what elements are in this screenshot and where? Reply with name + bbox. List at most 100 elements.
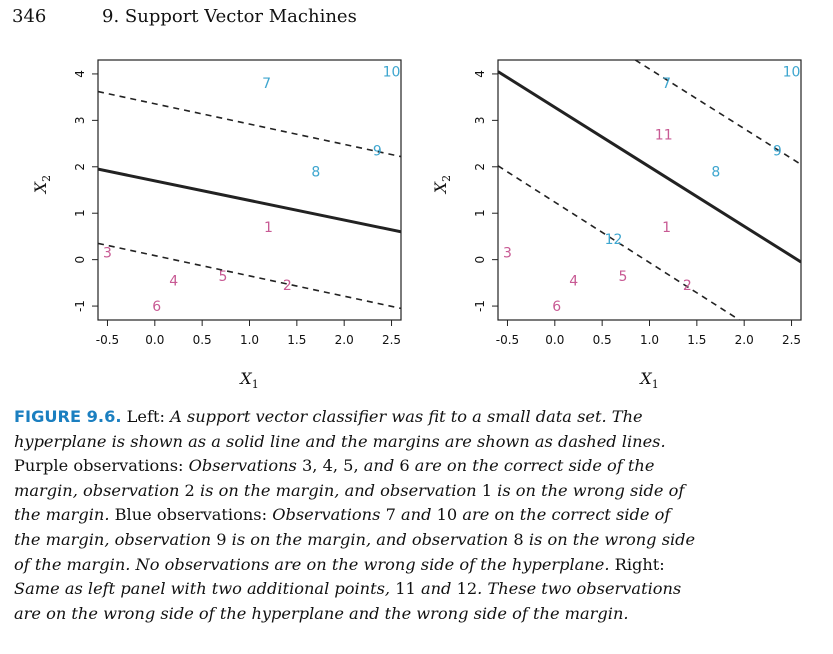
caption-text: 8 — [513, 529, 524, 549]
y-axis-label: X2 — [31, 175, 53, 195]
y-tick-label: 0 — [473, 256, 487, 264]
caption-text: Purple observations: — [14, 456, 189, 476]
x-tick-label: -0.5 — [96, 333, 119, 347]
caption-italic-text: Same as left panel with two additional p… — [14, 579, 396, 599]
y-tick-label: 0 — [73, 256, 87, 264]
margin-line — [98, 90, 401, 158]
observation-point-10: 10 — [383, 65, 401, 81]
y-tick-label: 4 — [73, 70, 87, 78]
observation-point-9: 9 — [373, 144, 382, 160]
observation-point-4: 4 — [569, 274, 578, 290]
y-tick-label: -1 — [73, 300, 87, 312]
x-tick-label: 2.0 — [335, 333, 354, 347]
caption-text: Left: — [121, 407, 171, 426]
observation-point-2: 2 — [283, 278, 292, 294]
observation-point-3: 3 — [103, 246, 112, 262]
observation-point-3: 3 — [503, 246, 512, 262]
caption-line: of the margin. No observations are on th… — [14, 553, 820, 578]
caption-line: FIGURE 9.6. Left: A support vector class… — [14, 405, 820, 430]
y-tick-label: -1 — [473, 300, 487, 312]
x-tick-label: 1.0 — [240, 333, 259, 347]
x-tick-label: 2.0 — [735, 333, 754, 347]
observation-point-7: 7 — [262, 76, 271, 92]
caption-text: Right: — [609, 554, 665, 574]
caption-line: are on the wrong side of the hyperplane … — [14, 602, 820, 627]
x-tick-label: 0.0 — [545, 333, 564, 347]
observation-point-7: 7 — [662, 76, 671, 92]
caption-italic-text: Observations — [272, 505, 386, 525]
margin-line — [498, 165, 740, 320]
caption-text: 9 — [216, 529, 227, 549]
hyperplane-line — [498, 70, 801, 264]
caption-italic-text: of the margin. No observations are on th… — [14, 554, 610, 574]
x-axis-label: X1 — [638, 369, 658, 391]
observation-point-8: 8 — [711, 164, 720, 180]
x-tick-label: -0.5 — [496, 333, 519, 347]
y-tick-label: 1 — [473, 209, 487, 217]
observation-point-1: 1 — [264, 220, 273, 236]
caption-text: 3, 4, 5, — [301, 456, 359, 476]
observation-point-6: 6 — [552, 299, 561, 315]
x-tick-label: 1.5 — [687, 333, 706, 347]
right-panel-chart: -0.5 0.0 0.5 1.0 1.5 2.0 2.5 -1 0 1 2 3 4 X1 X2 1 2 3 4 5 6 7… — [428, 52, 828, 392]
caption-line: margin, observation 2 is on the margin, … — [14, 479, 820, 504]
x-tick-label: 1.0 — [640, 333, 659, 347]
y-tick-label: 2 — [473, 163, 487, 171]
y-tick-label: 3 — [473, 117, 487, 125]
caption-text: 2 — [184, 480, 195, 500]
caption-text: Blue observations: — [109, 505, 273, 525]
caption-italic-text: the margin, observation — [14, 529, 217, 549]
x-axis-label: X1 — [238, 369, 258, 391]
page-number: 346 — [12, 6, 47, 27]
hyperplane-line — [98, 167, 401, 234]
x-tick-label: 1.5 — [287, 333, 306, 347]
caption-italic-text: and — [415, 579, 457, 599]
x-tick-label: 0.5 — [593, 333, 612, 347]
plot-frame — [97, 59, 402, 321]
y-tick-label: 3 — [73, 117, 87, 125]
caption-text: 11 — [395, 579, 416, 599]
caption-italic-text: and — [358, 456, 400, 476]
caption-text: 10 — [436, 505, 458, 525]
y-tick-label: 4 — [473, 70, 487, 78]
x-tick-label: 2.5 — [382, 333, 401, 347]
caption-italic-text: are on the correct side of — [457, 505, 671, 525]
observation-point-2: 2 — [683, 278, 692, 294]
caption-italic-text: the margin. — [14, 505, 110, 525]
caption-italic-text: Observations — [188, 456, 302, 476]
x-tick-label: 0.5 — [193, 333, 212, 347]
y-tick-label: 1 — [73, 209, 87, 217]
caption-italic-text: is on the wrong side of — [492, 480, 685, 500]
margin-line — [98, 242, 401, 310]
x-tick-label: 0.0 — [145, 333, 164, 347]
caption-italic-text: are on the wrong side of the hyperplane … — [14, 603, 629, 623]
left-panel-chart: -0.5 0.0 0.5 1.0 1.5 2.0 2.5 -1 0 1 2 3 4 X1 X2 1 2 3 4 5 6 7… — [28, 52, 428, 392]
caption-text: 7 — [385, 505, 396, 525]
x-tick-label: 2.5 — [782, 333, 801, 347]
caption-line: the margin. Blue observations: Observati… — [14, 503, 820, 528]
caption-text: 6 — [399, 456, 410, 476]
caption-italic-text: is on the wrong side — [523, 529, 696, 549]
caption-italic-text: are on the correct side of the — [409, 456, 655, 476]
caption-italic-text: and — [395, 505, 437, 525]
caption-line: hyperplane is shown as a solid line and … — [14, 430, 820, 455]
caption-text: 12 — [456, 579, 478, 599]
caption-italic-text: hyperplane is shown as a solid line and … — [14, 431, 666, 451]
caption-italic-text: A support vector classifier was fit to a… — [170, 407, 643, 426]
caption-italic-text: margin, observation — [14, 480, 185, 500]
plot-area: 1 2 3 4 5 6 7 8 9 10 — [98, 65, 401, 315]
observation-point-9: 9 — [773, 144, 782, 160]
caption-line: the margin, observation 9 is on the marg… — [14, 528, 820, 553]
observation-point-12: 12 — [605, 232, 623, 248]
figure-caption: FIGURE 9.6. Left: A support vector class… — [14, 405, 820, 626]
caption-italic-text: is on the margin, and observation — [194, 480, 482, 500]
caption-italic-text: is on the margin, and observation — [226, 529, 514, 549]
observation-point-10: 10 — [783, 65, 801, 81]
observation-point-5: 5 — [619, 269, 628, 285]
figure-label: FIGURE 9.6. — [14, 407, 122, 426]
running-head: 9. Support Vector Machines — [102, 6, 357, 27]
y-axis-label: X2 — [431, 175, 453, 195]
